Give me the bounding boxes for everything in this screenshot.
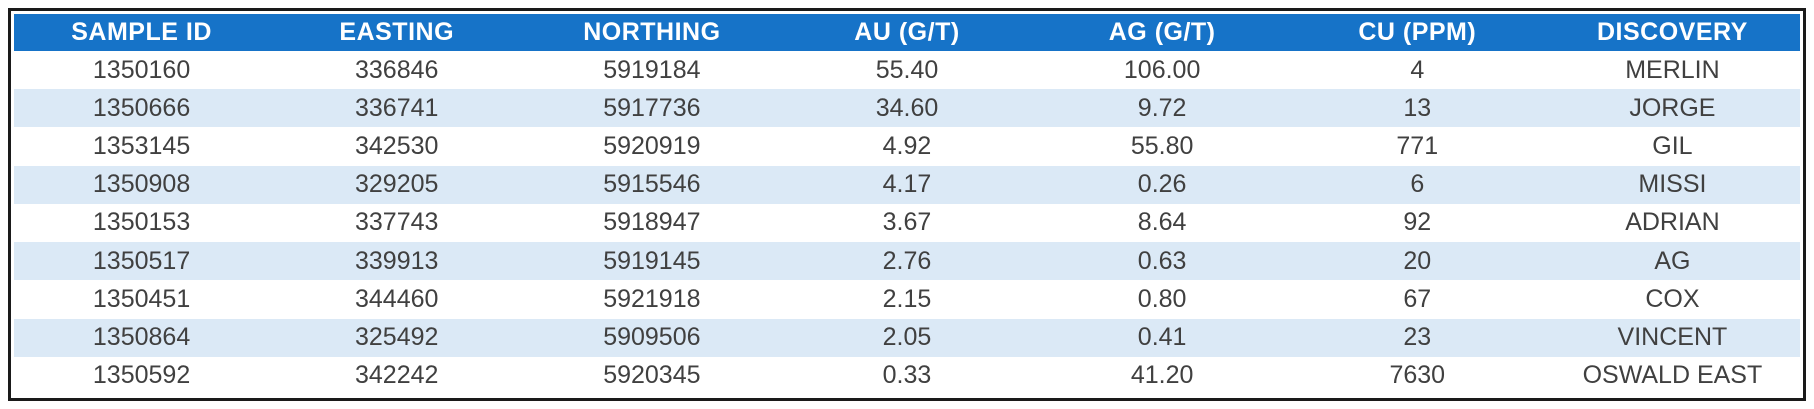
cell: VINCENT xyxy=(1617,323,1728,352)
cell: 4.92 xyxy=(882,132,932,161)
column-header: SAMPLE ID xyxy=(14,14,270,51)
table-row: 1350864 325492 5909506 2.05 0.41 23 VINCENT xyxy=(14,318,1800,357)
table-row: 1350451 344460 5921918 2.15 0.80 67 COX xyxy=(14,280,1800,319)
column-header: AU (G/T) xyxy=(779,14,1035,51)
cell: 2.05 xyxy=(882,323,932,352)
table-body: 1350160 336846 5919184 55.40 106.00 4 MERLIN 13… xyxy=(14,51,1800,395)
table-row: 1350908 329205 5915546 4.17 0.26 6 MISSI xyxy=(14,165,1800,204)
column-header: EASTING xyxy=(269,14,525,51)
cell: 0.26 xyxy=(1137,170,1187,199)
cell: 7630 xyxy=(1389,361,1446,390)
cell: 0.41 xyxy=(1137,323,1187,352)
cell: MERLIN xyxy=(1625,55,1720,84)
cell: MISSI xyxy=(1638,170,1707,199)
cell: 3.67 xyxy=(882,208,932,237)
cell: 5909506 xyxy=(603,323,701,352)
cell: 55.40 xyxy=(875,55,939,84)
cell: 5915546 xyxy=(603,170,701,199)
cell: 1350451 xyxy=(92,284,191,313)
cell: ADRIAN xyxy=(1625,208,1720,237)
column-header: CU (PPM) xyxy=(1289,14,1545,51)
cell: 336741 xyxy=(354,93,439,122)
cell: 5920345 xyxy=(603,361,701,390)
cell: 1350592 xyxy=(92,361,191,390)
cell: 2.15 xyxy=(882,284,932,313)
cell: 13 xyxy=(1403,93,1432,122)
cell: OSWALD EAST xyxy=(1582,361,1763,390)
cell: 34.60 xyxy=(875,93,939,122)
cell: 5918947 xyxy=(603,208,701,237)
cell: 1350153 xyxy=(92,208,191,237)
column-header: DISCOVERY xyxy=(1544,14,1800,51)
cell: 337743 xyxy=(354,208,439,237)
cell: 9.72 xyxy=(1137,93,1187,122)
cell: 4.17 xyxy=(882,170,932,199)
table-row: 1350517 339913 5919145 2.76 0.63 20 AG xyxy=(14,242,1800,281)
cell: 1350517 xyxy=(92,246,191,275)
cell: 329205 xyxy=(354,170,439,199)
cell: 6 xyxy=(1410,170,1425,199)
cell: 67 xyxy=(1403,284,1432,313)
cell: 4 xyxy=(1410,55,1425,84)
cell: 325492 xyxy=(354,323,439,352)
table-head: SAMPLE ID EASTING NORTHING AU (G/T) AG (G/T)… xyxy=(14,14,1800,51)
cell: 771 xyxy=(1396,132,1439,161)
cell: 5921918 xyxy=(603,284,701,313)
cell: 5919184 xyxy=(603,55,701,84)
cell: 342530 xyxy=(354,132,439,161)
cell: 8.64 xyxy=(1137,208,1187,237)
sample-results-table: SAMPLE ID EASTING NORTHING AU (G/T) AG (G/T)… xyxy=(14,14,1800,395)
cell: AG xyxy=(1654,246,1691,275)
cell: 342242 xyxy=(354,361,439,390)
column-header: NORTHING xyxy=(524,14,780,51)
cell: 0.33 xyxy=(882,361,932,390)
cell: 0.63 xyxy=(1137,246,1187,275)
table-row: 1350666 336741 5917736 34.60 9.72 13 JORGE xyxy=(14,89,1800,128)
table-row: 1350592 342242 5920345 0.33 41.20 7630 OSWALD … xyxy=(14,356,1800,395)
sample-results-table-frame: SAMPLE ID EASTING NORTHING AU (G/T) AG (G/T)… xyxy=(8,8,1806,401)
cell: 5920919 xyxy=(603,132,701,161)
cell: 0.80 xyxy=(1137,284,1187,313)
cell: 336846 xyxy=(354,55,439,84)
table-row: 1353145 342530 5920919 4.92 55.80 771 GIL xyxy=(14,127,1800,166)
cell: 41.20 xyxy=(1130,361,1194,390)
header-row: SAMPLE ID EASTING NORTHING AU (G/T) AG (G/T)… xyxy=(14,14,1800,51)
cell: COX xyxy=(1645,284,1700,313)
cell: 5919145 xyxy=(603,246,701,275)
cell: JORGE xyxy=(1629,93,1716,122)
cell: 106.00 xyxy=(1123,55,1201,84)
table-row: 1350153 337743 5918947 3.67 8.64 92 ADRIAN xyxy=(14,203,1800,243)
table-row: 1350160 336846 5919184 55.40 106.00 4 MERLIN xyxy=(14,51,1800,90)
cell: 339913 xyxy=(354,246,439,275)
cell: 1350908 xyxy=(92,170,191,199)
cell: 1350160 xyxy=(92,55,191,84)
column-header: AG (G/T) xyxy=(1034,14,1290,51)
cell: 5917736 xyxy=(603,93,701,122)
cell: 20 xyxy=(1403,246,1432,275)
cell: 1353145 xyxy=(92,132,191,161)
cell: 1350666 xyxy=(92,93,191,122)
cell: 1350864 xyxy=(92,323,191,352)
cell: 55.80 xyxy=(1130,132,1194,161)
cell: 23 xyxy=(1403,323,1432,352)
cell: 92 xyxy=(1403,208,1432,237)
cell: 344460 xyxy=(354,284,439,313)
cell: 2.76 xyxy=(882,246,932,275)
cell: GIL xyxy=(1652,132,1693,161)
